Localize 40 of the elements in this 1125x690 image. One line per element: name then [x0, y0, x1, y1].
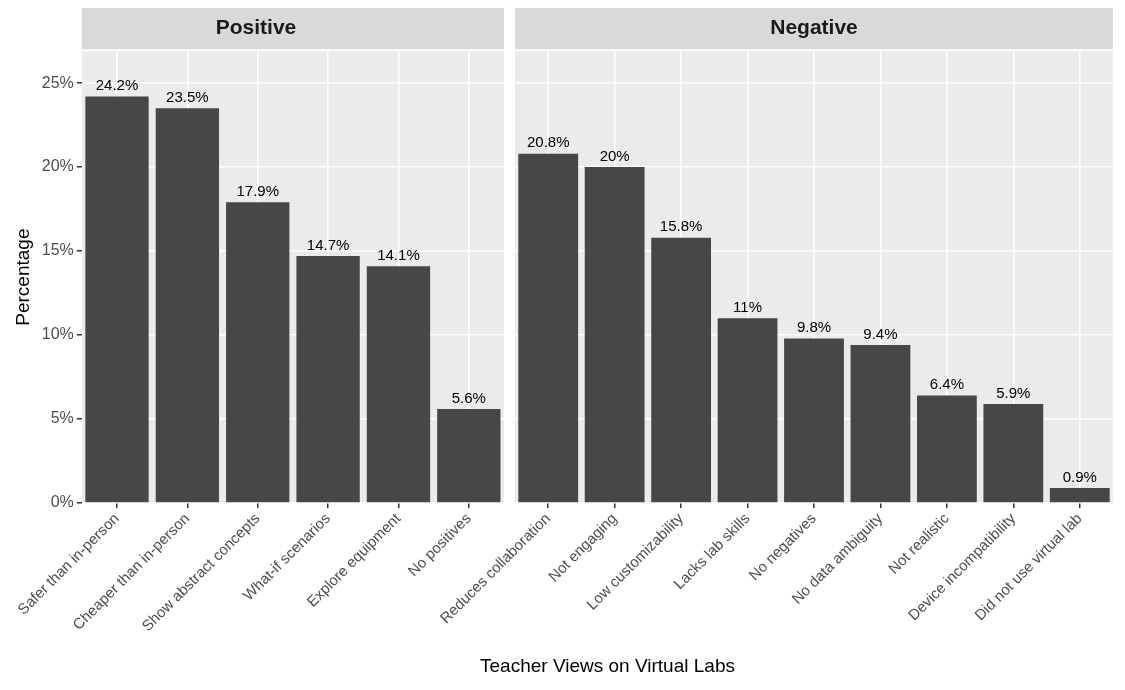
bar	[717, 318, 778, 503]
y-tick-label: 25%	[41, 73, 74, 91]
bar	[296, 256, 360, 503]
data-label: 5.6%	[451, 388, 486, 406]
chart-title: Positive	[215, 15, 297, 39]
bar	[1049, 487, 1110, 503]
bar	[983, 403, 1044, 503]
bar	[651, 237, 712, 503]
bar	[850, 345, 911, 503]
bar	[784, 338, 844, 503]
data-label: 6.4%	[929, 375, 964, 393]
y-tick-label: 10%	[41, 325, 74, 343]
data-label: 14.7%	[306, 235, 350, 253]
bar	[916, 395, 977, 503]
chart-title: Negative	[770, 15, 858, 39]
bar	[518, 153, 579, 503]
x-axis-title: Teacher Views on Virtual Labs	[479, 655, 736, 677]
data-label: 9.8%	[796, 318, 832, 336]
bar	[155, 108, 220, 503]
data-label: 14.1%	[377, 245, 420, 263]
bar	[437, 408, 501, 503]
data-label: 11%	[733, 297, 763, 315]
data-label: 17.9%	[236, 182, 279, 199]
bar	[584, 167, 645, 503]
data-label: 23.5%	[166, 87, 209, 105]
y-tick-label: 5%	[50, 409, 74, 427]
data-label: 0.9%	[1062, 467, 1097, 485]
bar	[226, 202, 290, 503]
y-tick-label: 20%	[41, 157, 74, 175]
data-label: 9.4%	[863, 324, 898, 342]
data-label: 5.9%	[996, 383, 1031, 401]
bar	[85, 96, 149, 503]
y-tick-label: 15%	[41, 241, 74, 259]
y-axis-title: Percentage	[11, 228, 33, 326]
data-label: 20.8%	[526, 133, 570, 151]
bar	[366, 266, 431, 503]
data-label: 24.2%	[95, 76, 139, 94]
data-label: 20%	[599, 146, 630, 164]
data-label: 15.8%	[659, 217, 703, 235]
y-tick-label: 0%	[50, 493, 74, 511]
